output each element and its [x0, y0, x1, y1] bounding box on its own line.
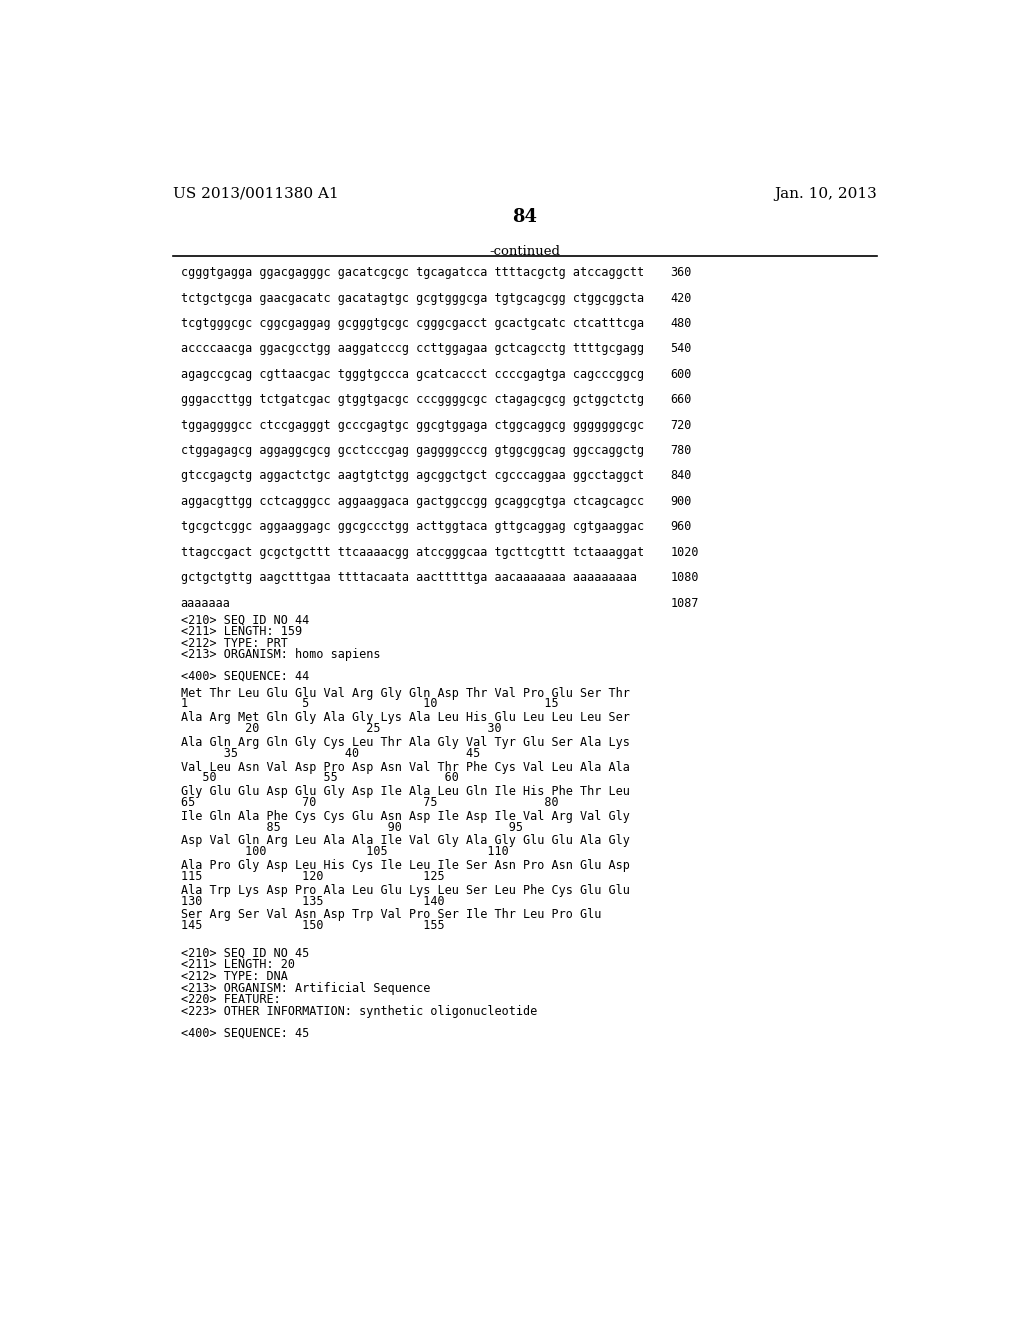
Text: 20               25               30: 20 25 30: [180, 722, 502, 735]
Text: Jan. 10, 2013: Jan. 10, 2013: [774, 187, 877, 201]
Text: Asp Val Gln Arg Leu Ala Ala Ile Val Gly Ala Gly Glu Glu Ala Gly: Asp Val Gln Arg Leu Ala Ala Ile Val Gly …: [180, 834, 630, 847]
Text: Ile Gln Ala Phe Cys Cys Glu Asn Asp Ile Asp Ile Val Arg Val Gly: Ile Gln Ala Phe Cys Cys Glu Asn Asp Ile …: [180, 810, 630, 822]
Text: <212> TYPE: DNA: <212> TYPE: DNA: [180, 970, 288, 983]
Text: tctgctgcga gaacgacatc gacatagtgc gcgtgggcga tgtgcagcgg ctggcggcta: tctgctgcga gaacgacatc gacatagtgc gcgtggg…: [180, 292, 644, 305]
Text: <210> SEQ ID NO 45: <210> SEQ ID NO 45: [180, 946, 309, 960]
Text: 900: 900: [671, 495, 692, 508]
Text: 600: 600: [671, 368, 692, 381]
Text: 840: 840: [671, 470, 692, 483]
Text: aggacgttgg cctcagggcc aggaaggaca gactggccgg gcaggcgtga ctcagcagcc: aggacgttgg cctcagggcc aggaaggaca gactggc…: [180, 495, 644, 508]
Text: ttagccgact gcgctgcttt ttcaaaacgg atccgggcaa tgcttcgttt tctaaaggat: ttagccgact gcgctgcttt ttcaaaacgg atccggg…: [180, 545, 644, 558]
Text: <211> LENGTH: 159: <211> LENGTH: 159: [180, 626, 302, 638]
Text: Ala Trp Lys Asp Pro Ala Leu Glu Lys Leu Ser Leu Phe Cys Glu Glu: Ala Trp Lys Asp Pro Ala Leu Glu Lys Leu …: [180, 884, 630, 896]
Text: Met Thr Leu Glu Glu Val Arg Gly Gln Asp Thr Val Pro Glu Ser Thr: Met Thr Leu Glu Glu Val Arg Gly Gln Asp …: [180, 686, 630, 700]
Text: Gly Glu Glu Asp Glu Gly Asp Ile Ala Leu Gln Ile His Phe Thr Leu: Gly Glu Glu Asp Glu Gly Asp Ile Ala Leu …: [180, 785, 630, 799]
Text: tgcgctcggc aggaaggagc ggcgccctgg acttggtaca gttgcaggag cgtgaaggac: tgcgctcggc aggaaggagc ggcgccctgg acttggt…: [180, 520, 644, 533]
Text: <400> SEQUENCE: 44: <400> SEQUENCE: 44: [180, 669, 309, 682]
Text: cgggtgagga ggacgagggc gacatcgcgc tgcagatcca ttttacgctg atccaggctt: cgggtgagga ggacgagggc gacatcgcgc tgcagat…: [180, 267, 644, 280]
Text: Ala Gln Arg Gln Gly Cys Leu Thr Ala Gly Val Tyr Glu Ser Ala Lys: Ala Gln Arg Gln Gly Cys Leu Thr Ala Gly …: [180, 737, 630, 748]
Text: gggaccttgg tctgatcgac gtggtgacgc cccggggcgc ctagagcgcg gctggctctg: gggaccttgg tctgatcgac gtggtgacgc cccgggg…: [180, 393, 644, 407]
Text: 360: 360: [671, 267, 692, 280]
Text: 100              105              110: 100 105 110: [180, 845, 509, 858]
Text: <212> TYPE: PRT: <212> TYPE: PRT: [180, 636, 288, 649]
Text: 720: 720: [671, 418, 692, 432]
Text: 65               70               75               80: 65 70 75 80: [180, 796, 558, 809]
Text: 1                5                10               15: 1 5 10 15: [180, 697, 558, 710]
Text: 960: 960: [671, 520, 692, 533]
Text: gtccgagctg aggactctgc aagtgtctgg agcggctgct cgcccaggaa ggcctaggct: gtccgagctg aggactctgc aagtgtctgg agcggct…: [180, 470, 644, 483]
Text: Ala Arg Met Gln Gly Ala Gly Lys Ala Leu His Glu Leu Leu Leu Ser: Ala Arg Met Gln Gly Ala Gly Lys Ala Leu …: [180, 711, 630, 725]
Text: <213> ORGANISM: Artificial Sequence: <213> ORGANISM: Artificial Sequence: [180, 982, 430, 994]
Text: US 2013/0011380 A1: US 2013/0011380 A1: [173, 187, 339, 201]
Text: ctggagagcg aggaggcgcg gcctcccgag gaggggcccg gtggcggcag ggccaggctg: ctggagagcg aggaggcgcg gcctcccgag gaggggc…: [180, 444, 644, 457]
Text: accccaacga ggacgcctgg aaggatcccg ccttggagaa gctcagcctg ttttgcgagg: accccaacga ggacgcctgg aaggatcccg ccttgga…: [180, 342, 644, 355]
Text: 145              150              155: 145 150 155: [180, 919, 444, 932]
Text: tggaggggcc ctccgagggt gcccgagtgc ggcgtggaga ctggcaggcg gggggggcgc: tggaggggcc ctccgagggt gcccgagtgc ggcgtgg…: [180, 418, 644, 432]
Text: 540: 540: [671, 342, 692, 355]
Text: 115              120              125: 115 120 125: [180, 870, 444, 883]
Text: 1087: 1087: [671, 597, 699, 610]
Text: 50               55               60: 50 55 60: [180, 771, 459, 784]
Text: 84: 84: [512, 209, 538, 227]
Text: Ser Arg Ser Val Asn Asp Trp Val Pro Ser Ile Thr Leu Pro Glu: Ser Arg Ser Val Asn Asp Trp Val Pro Ser …: [180, 908, 601, 921]
Text: 480: 480: [671, 317, 692, 330]
Text: 660: 660: [671, 393, 692, 407]
Text: <220> FEATURE:: <220> FEATURE:: [180, 993, 281, 1006]
Text: aaaaaaa: aaaaaaa: [180, 597, 230, 610]
Text: 85               90               95: 85 90 95: [180, 821, 522, 834]
Text: 420: 420: [671, 292, 692, 305]
Text: agagccgcag cgttaacgac tgggtgccca gcatcaccct ccccgagtga cagcccggcg: agagccgcag cgttaacgac tgggtgccca gcatcac…: [180, 368, 644, 381]
Text: Val Leu Asn Val Asp Pro Asp Asn Val Thr Phe Cys Val Leu Ala Ala: Val Leu Asn Val Asp Pro Asp Asn Val Thr …: [180, 760, 630, 774]
Text: 1020: 1020: [671, 545, 699, 558]
Text: <400> SEQUENCE: 45: <400> SEQUENCE: 45: [180, 1026, 309, 1039]
Text: -continued: -continued: [489, 244, 560, 257]
Text: <210> SEQ ID NO 44: <210> SEQ ID NO 44: [180, 614, 309, 627]
Text: 130              135              140: 130 135 140: [180, 895, 444, 908]
Text: <213> ORGANISM: homo sapiens: <213> ORGANISM: homo sapiens: [180, 648, 380, 661]
Text: tcgtgggcgc cggcgaggag gcgggtgcgc cgggcgacct gcactgcatc ctcatttcga: tcgtgggcgc cggcgaggag gcgggtgcgc cgggcga…: [180, 317, 644, 330]
Text: 780: 780: [671, 444, 692, 457]
Text: 35               40               45: 35 40 45: [180, 747, 480, 760]
Text: <223> OTHER INFORMATION: synthetic oligonucleotide: <223> OTHER INFORMATION: synthetic oligo…: [180, 1005, 537, 1018]
Text: gctgctgttg aagctttgaa ttttacaata aactttttga aacaaaaaaa aaaaaaaaa: gctgctgttg aagctttgaa ttttacaata aactttt…: [180, 572, 637, 585]
Text: 1080: 1080: [671, 572, 699, 585]
Text: <211> LENGTH: 20: <211> LENGTH: 20: [180, 958, 295, 972]
Text: Ala Pro Gly Asp Leu His Cys Ile Leu Ile Ser Asn Pro Asn Glu Asp: Ala Pro Gly Asp Leu His Cys Ile Leu Ile …: [180, 859, 630, 873]
